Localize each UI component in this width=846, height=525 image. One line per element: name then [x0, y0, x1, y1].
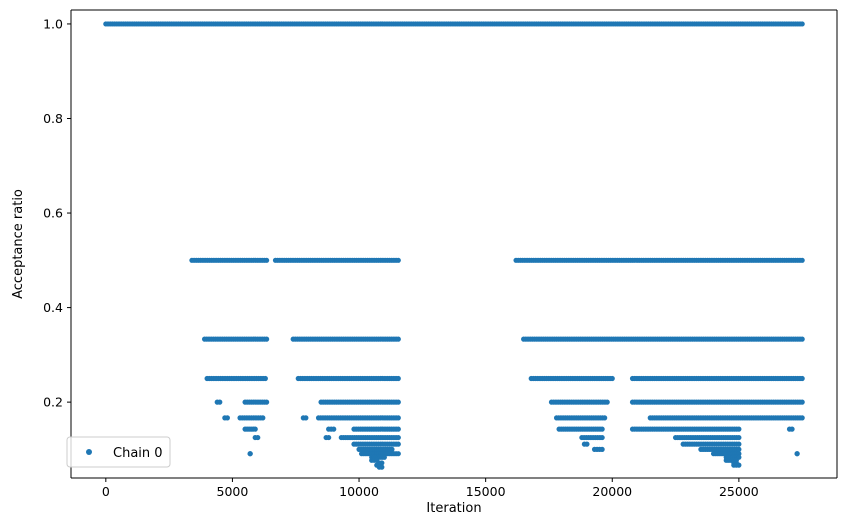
data-point: [247, 451, 253, 457]
data-point: [736, 441, 742, 447]
data-point: [224, 415, 230, 421]
data-point: [799, 375, 805, 382]
data-point: [331, 426, 337, 432]
data-point: [395, 336, 401, 342]
data-point: [395, 415, 401, 421]
x-tick-label: 10000: [339, 484, 379, 499]
x-axis-label: Iteration: [426, 501, 481, 516]
data-point: [379, 464, 385, 470]
data-point: [395, 426, 401, 432]
x-tick-label: 20000: [592, 484, 632, 499]
data-point: [789, 426, 795, 432]
data-point: [395, 434, 401, 441]
data-point: [395, 399, 401, 405]
data-point: [736, 426, 742, 432]
data-point: [604, 399, 610, 405]
data-point: [799, 21, 805, 27]
y-axis-ticks: 0.2 0.4 0.6 0.8 1.0: [43, 16, 71, 410]
data-point: [264, 336, 270, 342]
x-axis-ticks: 0 5000 10000 15000 20000 25000: [102, 478, 759, 499]
y-tick-label: 0.6: [43, 206, 63, 221]
x-tick-label: 15000: [466, 484, 506, 499]
data-point: [736, 446, 742, 452]
data-point: [395, 441, 401, 447]
data-point: [799, 336, 805, 342]
data-point: [395, 257, 401, 263]
data-point: [599, 446, 605, 452]
data-point: [736, 434, 742, 441]
data-point: [584, 441, 590, 447]
data-point: [260, 415, 266, 421]
data-point: [381, 454, 387, 460]
x-tick-label: 5000: [217, 484, 249, 499]
data-point: [389, 446, 395, 452]
data-point: [799, 257, 805, 263]
data-point: [799, 399, 805, 405]
data-point: [395, 375, 401, 382]
legend-label-chain-0: Chain 0: [113, 446, 163, 461]
points-layer: [103, 21, 805, 470]
data-point: [794, 451, 800, 457]
data-point: [609, 375, 615, 382]
y-tick-label: 0.8: [43, 111, 63, 126]
axes-frame: [70, 9, 838, 479]
data-point: [599, 434, 605, 441]
y-axis-label: Acceptance ratio: [11, 189, 26, 299]
legend: Chain 0: [66, 436, 171, 468]
data-point: [326, 434, 332, 441]
y-tick-label: 1.0: [43, 16, 63, 31]
data-point: [262, 375, 268, 382]
data-point: [264, 257, 270, 263]
x-tick-label: 0: [102, 484, 110, 499]
data-point: [395, 451, 401, 457]
data-point: [799, 415, 805, 421]
data-point: [255, 434, 261, 441]
legend-marker-chain-0: [86, 449, 92, 455]
data-point: [252, 426, 258, 432]
data-point: [303, 415, 309, 421]
data-point: [264, 399, 270, 405]
data-point: [602, 415, 608, 421]
y-tick-label: 0.4: [43, 300, 63, 315]
plot-area: [71, 10, 837, 478]
data-point: [217, 399, 223, 405]
data-point: [736, 462, 742, 468]
legend-box: [66, 436, 171, 468]
x-tick-label: 25000: [719, 484, 759, 499]
y-tick-label: 0.2: [43, 395, 63, 410]
data-point: [599, 426, 605, 432]
